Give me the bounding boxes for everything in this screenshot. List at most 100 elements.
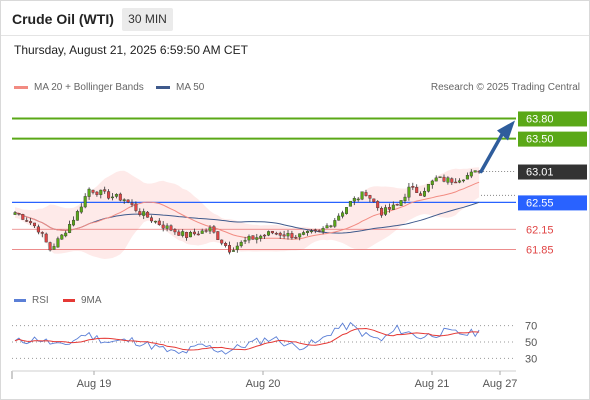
- ma20-swatch: [14, 86, 28, 89]
- candle-body: [40, 232, 44, 234]
- x-tick-label: Aug 19: [77, 378, 112, 390]
- legend-9ma-label: 9MA: [81, 295, 102, 306]
- candle-body: [465, 175, 469, 180]
- candle-body: [313, 229, 317, 232]
- legend-ma50: MA 50: [156, 82, 204, 93]
- candle-body: [134, 203, 138, 211]
- candle: [360, 191, 364, 201]
- candle: [224, 241, 228, 248]
- candle-body: [21, 214, 25, 220]
- candle-body: [267, 231, 271, 236]
- candle: [329, 224, 333, 229]
- level-tag-63.50: [518, 131, 587, 147]
- ma50-swatch: [156, 86, 170, 89]
- candle-body: [243, 240, 247, 242]
- candle: [309, 228, 313, 234]
- candle: [107, 189, 111, 200]
- candle-body: [352, 198, 356, 202]
- candle: [44, 232, 48, 243]
- candle: [345, 206, 349, 215]
- level-label-61.85: 61.85: [526, 244, 554, 256]
- x-tick-label: Aug 20: [246, 378, 281, 390]
- candle-body: [52, 246, 56, 250]
- candle: [17, 213, 21, 216]
- candle-body: [224, 243, 228, 246]
- candle-body: [204, 230, 208, 232]
- candle: [450, 177, 454, 185]
- candle-body: [282, 234, 286, 237]
- rsi-tick-30: 30: [525, 353, 537, 365]
- candle-body: [71, 219, 75, 226]
- candle-body: [181, 231, 185, 236]
- candle-body: [126, 199, 130, 203]
- candle: [325, 223, 329, 229]
- level-label-62.15: 62.15: [526, 224, 554, 236]
- candle-body: [192, 231, 196, 235]
- candle-body: [185, 232, 189, 238]
- candle-body: [165, 225, 169, 229]
- candle-body: [360, 191, 364, 200]
- level-label-63.50: 63.50: [526, 134, 554, 146]
- candle: [399, 200, 403, 207]
- candle-body: [438, 176, 442, 179]
- candle-body: [317, 230, 321, 232]
- candle: [75, 209, 79, 221]
- legend-rsi: RSI: [14, 295, 49, 306]
- candle-body: [290, 233, 294, 239]
- candle-body: [251, 235, 255, 240]
- candle: [306, 230, 310, 236]
- candle: [196, 230, 200, 236]
- candle: [317, 229, 321, 233]
- candle-body: [103, 189, 107, 192]
- candle-body: [79, 206, 83, 213]
- candle-body: [364, 192, 368, 196]
- candle: [130, 199, 134, 208]
- candle: [231, 247, 235, 252]
- candle: [79, 203, 83, 214]
- candle: [134, 201, 138, 213]
- x-tick-label: Aug 21: [415, 378, 450, 390]
- candle-body: [419, 193, 423, 196]
- candle-body: [13, 212, 17, 215]
- candle: [430, 179, 434, 189]
- candle-body: [263, 234, 267, 237]
- candle: [267, 230, 271, 237]
- level-tag-62.55: [518, 195, 587, 211]
- candle-body: [212, 226, 216, 233]
- candle-body: [114, 194, 118, 197]
- candle-body: [36, 226, 40, 233]
- 9ma-swatch: [63, 299, 75, 302]
- candle: [473, 170, 477, 173]
- candle-body: [87, 188, 91, 197]
- candle-body: [458, 180, 462, 183]
- candle: [286, 229, 290, 240]
- candle: [387, 203, 391, 213]
- candle-body: [423, 191, 427, 197]
- candle-body: [177, 231, 181, 236]
- candle-body: [384, 207, 388, 215]
- level-tag-63.01: [518, 164, 587, 180]
- candle: [161, 221, 165, 232]
- timeframe-button[interactable]: 30 MIN: [122, 8, 173, 31]
- candle: [333, 218, 337, 228]
- candle: [68, 220, 72, 234]
- level-tag-63.80: [518, 111, 587, 127]
- candle-body: [153, 220, 157, 223]
- candle-body: [309, 230, 313, 233]
- candle: [83, 193, 87, 209]
- candle: [438, 176, 442, 179]
- candle: [446, 176, 450, 185]
- candle-body: [411, 186, 415, 188]
- candle: [403, 193, 407, 204]
- candle-body: [450, 178, 454, 183]
- candle-body: [110, 196, 114, 199]
- candle-body: [83, 196, 87, 208]
- candle: [173, 228, 177, 235]
- candle-body: [60, 234, 64, 240]
- candle-body: [446, 177, 450, 183]
- candle: [192, 228, 196, 236]
- candle: [99, 189, 103, 199]
- candle-body: [169, 225, 173, 231]
- candle: [341, 210, 345, 219]
- candle: [48, 241, 52, 252]
